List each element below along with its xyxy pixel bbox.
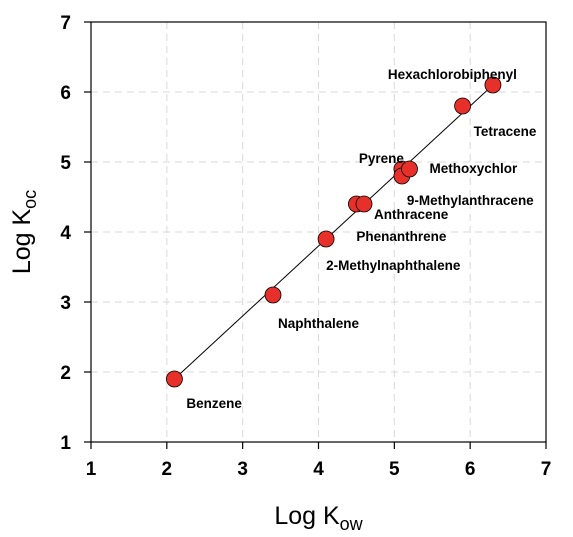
- point-label: 2-Methylnaphthalene: [326, 258, 461, 273]
- y-axis-title: Log Koc: [8, 190, 40, 274]
- point-label: Methoxychlor: [430, 161, 519, 176]
- point-label: Benzene: [186, 396, 242, 411]
- x-axis-title: Log Kow: [274, 502, 363, 534]
- point-labels: Benzene Naphthalene 2-Methylnaphthalene Phe…: [186, 67, 536, 411]
- point-label: Naphthalene: [278, 316, 360, 331]
- point-label: Tetracene: [474, 124, 537, 139]
- x-tick-label: 4: [313, 459, 324, 480]
- point-label: Pyrene: [359, 151, 405, 166]
- point-label: Anthracene: [374, 207, 449, 222]
- grid: [91, 22, 546, 442]
- data-point: [317, 230, 335, 248]
- x-tick-label: 2: [162, 459, 173, 480]
- x-tick-label: 3: [237, 459, 248, 480]
- x-tick-label: 1: [86, 459, 97, 480]
- x-axis-title-subscript: ow: [340, 514, 364, 534]
- regression-line: [174, 84, 494, 380]
- data-point: [166, 370, 183, 388]
- y-tick-label: 3: [60, 293, 71, 314]
- x-tick-label: 6: [465, 459, 476, 480]
- y-axis-title-subscript: oc: [20, 190, 40, 209]
- x-axis-title-main: Log K: [274, 502, 340, 530]
- y-tick-label: 2: [60, 363, 71, 384]
- data-point: [355, 195, 373, 213]
- y-tick-label: 4: [60, 223, 71, 244]
- point-label: Phenanthrene: [356, 229, 447, 244]
- data-point: [264, 286, 282, 304]
- point-label: 9-Methylanthracene: [407, 193, 534, 208]
- axis-ticks: 1 2 3 4 5 6 7 1 2 3 4 5 6 7: [60, 13, 551, 480]
- data-point: [454, 97, 471, 115]
- point-label: Hexachlorobiphenyl: [388, 67, 517, 82]
- data-point: [401, 160, 418, 178]
- data-points: [166, 76, 502, 388]
- y-tick-label: 5: [60, 153, 71, 174]
- y-axis-title-main: Log K: [8, 209, 36, 275]
- y-tick-label: 7: [60, 13, 71, 34]
- data-point: [484, 76, 502, 94]
- y-tick-label: 6: [60, 83, 71, 104]
- x-tick-label: 5: [389, 459, 400, 480]
- x-tick-label: 7: [541, 459, 552, 480]
- y-tick-label: 1: [60, 433, 71, 454]
